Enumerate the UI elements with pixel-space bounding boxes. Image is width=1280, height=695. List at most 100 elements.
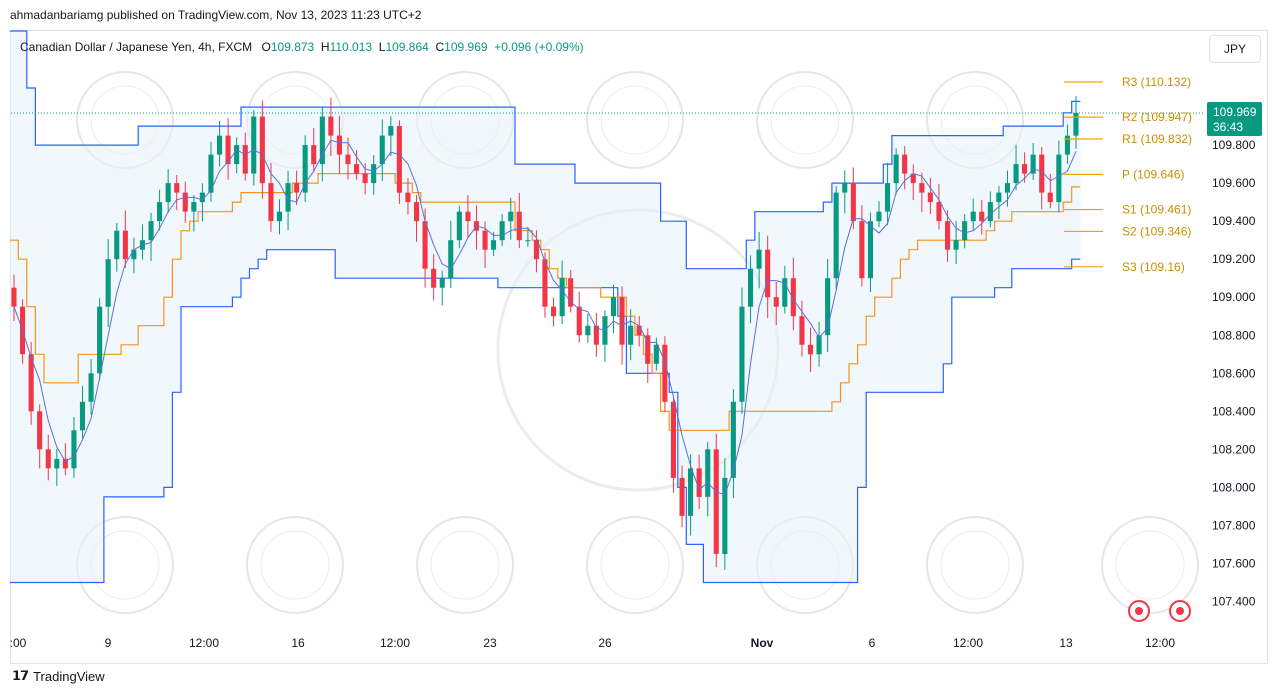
watermark-seal <box>246 516 344 614</box>
candle-body <box>525 240 531 242</box>
candle-body <box>670 401 676 478</box>
x-tick-label: 23 <box>483 636 497 650</box>
candle-body <box>354 164 360 174</box>
candle-body <box>191 202 197 212</box>
symbol-name[interactable]: Canadian Dollar / Japanese Yen, 4h, FXCM <box>20 40 253 54</box>
candle-body <box>945 221 951 250</box>
candle-body <box>97 306 103 374</box>
y-tick-label: 109.000 <box>1212 290 1256 304</box>
channel-layer <box>9 30 1205 584</box>
candle-body <box>174 183 180 193</box>
candle-body <box>405 192 411 203</box>
candle-body <box>842 183 848 193</box>
x-tick-label: 12:00 <box>1145 636 1175 650</box>
candle-body <box>71 430 77 469</box>
candle-body <box>919 183 925 193</box>
candle-body <box>328 116 334 136</box>
candle-body <box>1047 192 1053 203</box>
candle-body <box>773 297 779 307</box>
tradingview-logo-icon: 𝟭𝟳 <box>12 668 29 683</box>
candle-body <box>302 145 308 193</box>
price-badge-countdown: 36:43 <box>1213 120 1243 134</box>
y-tick-label: 108.200 <box>1212 442 1256 456</box>
basis-line <box>9 173 1081 431</box>
open-value: 109.873 <box>270 40 315 54</box>
x-tick-label: 12:00 <box>953 636 983 650</box>
candle-body <box>568 278 574 307</box>
candle-body <box>422 221 428 269</box>
candle-body <box>1073 113 1079 136</box>
candle-body <box>825 278 831 336</box>
candle-body <box>11 287 17 307</box>
candle-body <box>936 202 942 222</box>
candle-body <box>696 468 702 497</box>
candle-body <box>1013 164 1019 184</box>
x-tick-label: 26 <box>598 636 612 650</box>
candle-body <box>893 154 899 184</box>
publish-line: ahmadanbariamg published on TradingView.… <box>10 8 422 22</box>
legend: Canadian Dollar / Japanese Yen, 4h, FXCM… <box>20 40 584 54</box>
high-label: H <box>320 40 330 54</box>
high-value: 110.013 <box>329 40 373 54</box>
currency-button[interactable]: JPY <box>1209 35 1261 63</box>
candle-body <box>37 411 43 450</box>
candle-body <box>371 164 377 184</box>
watermark-seal <box>926 516 1024 614</box>
x-axis: :00 9 12:00 16 12:00 23 26 Nov 6 12:00 13 12:00 <box>10 636 1176 650</box>
candle-body <box>1004 183 1010 193</box>
candle-body <box>54 458 60 469</box>
candle-body <box>28 354 34 412</box>
x-tick-label: 6 <box>869 636 876 650</box>
candle-body <box>88 373 94 402</box>
pivot-label: S3 (109.16) <box>1122 260 1185 274</box>
candle-body <box>319 116 325 165</box>
candle-body <box>251 116 257 174</box>
candle-body <box>833 192 839 279</box>
candle-body <box>551 306 557 317</box>
x-tick-label: 16 <box>291 636 305 650</box>
candle-body <box>645 335 651 364</box>
candle-body <box>362 173 368 184</box>
record-icon[interactable] <box>1169 600 1191 622</box>
candle-body <box>345 154 351 165</box>
close-label: C <box>435 40 445 54</box>
candle-body <box>636 325 642 336</box>
candle-body <box>105 259 111 307</box>
candle-body <box>396 126 402 193</box>
candle-body <box>910 173 916 184</box>
y-tick-label: 109.800 <box>1212 138 1256 152</box>
y-tick-label: 108.800 <box>1212 328 1256 342</box>
record-icon[interactable] <box>1128 600 1150 622</box>
candle-body <box>987 202 993 222</box>
candle-body <box>379 135 385 165</box>
candle-body <box>508 211 514 222</box>
candle-body <box>431 268 437 288</box>
candle-body <box>559 278 565 317</box>
candle-body <box>234 145 240 165</box>
watermark-seal-inner <box>430 530 500 600</box>
y-tick-label: 108.400 <box>1212 404 1256 418</box>
candle-body <box>662 344 668 402</box>
candle-body <box>713 449 719 554</box>
candle-body <box>765 249 771 298</box>
candle-body <box>876 211 882 222</box>
candle-body <box>448 240 454 279</box>
candle-body <box>585 325 591 336</box>
candle-body <box>157 202 163 222</box>
x-tick-label: :00 <box>10 636 27 650</box>
candle-body <box>850 183 856 222</box>
candle-body <box>790 278 796 317</box>
brand[interactable]: 𝟭𝟳 TradingView <box>12 668 105 684</box>
candle-body <box>1056 154 1062 203</box>
pivot-label: S2 (109.346) <box>1122 224 1191 238</box>
candle-body <box>799 316 805 345</box>
candle-body <box>1030 154 1036 174</box>
candle-body <box>782 278 788 307</box>
candle-body <box>867 221 873 279</box>
candle-body <box>114 230 120 260</box>
candle-body <box>491 240 497 250</box>
watermark-seal <box>756 71 854 169</box>
candle-body <box>499 221 505 241</box>
watermark-seal <box>1101 516 1199 614</box>
